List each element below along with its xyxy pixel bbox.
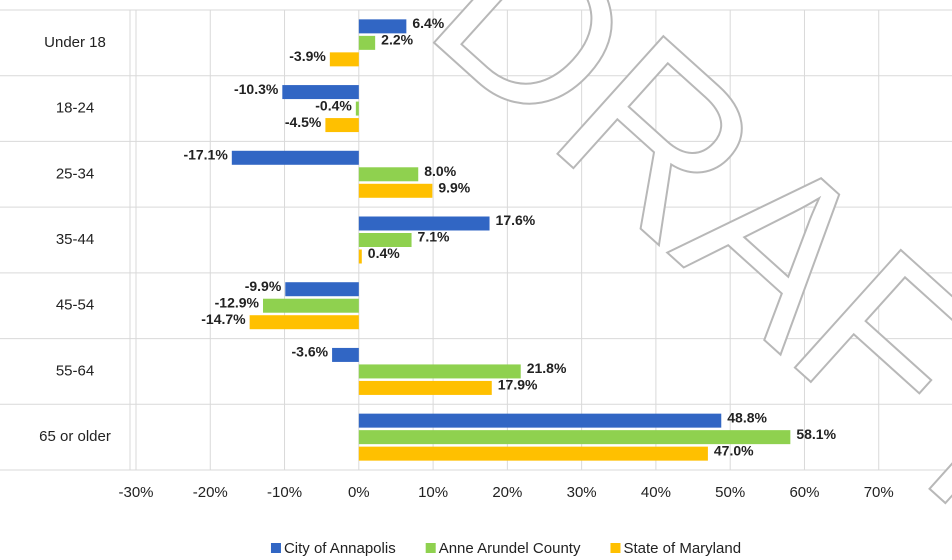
data-label: -14.7% (201, 311, 246, 327)
data-label: -3.9% (289, 48, 326, 64)
bar (358, 364, 521, 379)
bar (329, 52, 359, 67)
y-tick-label: 45-54 (56, 297, 94, 314)
data-label: 21.8% (527, 360, 567, 376)
bar (358, 233, 412, 247)
bar (263, 298, 359, 313)
data-label: -0.4% (315, 97, 352, 113)
x-tick-label: -20% (193, 484, 228, 501)
bar (358, 183, 433, 198)
data-label: -10.3% (234, 81, 279, 97)
data-label: 2.2% (381, 32, 413, 48)
data-label: 47.0% (714, 442, 754, 458)
bar (358, 413, 722, 428)
bar (358, 249, 362, 264)
x-tick-label: 20% (492, 484, 522, 501)
x-tick-label: 0% (348, 484, 370, 501)
legend-label: Anne Arundel County (439, 540, 581, 557)
data-label: 17.9% (498, 377, 538, 393)
watermark: DRAFT (387, 0, 952, 560)
data-label: 48.8% (727, 409, 767, 425)
legend-item: City of Annapolis (270, 540, 396, 557)
data-label: 17.6% (496, 212, 536, 228)
legend-item: Anne Arundel County (425, 540, 581, 557)
x-tick-label: -30% (118, 484, 153, 501)
x-tick-label: 60% (789, 484, 819, 501)
y-tick-label: 25-34 (56, 165, 94, 182)
bar (358, 446, 708, 461)
x-tick-label: 50% (715, 484, 745, 501)
x-tick-label: 70% (864, 484, 894, 501)
x-tick-label: 30% (567, 484, 597, 501)
legend-item: State of Maryland (610, 540, 741, 557)
data-label: -3.6% (292, 344, 329, 360)
data-label: -9.9% (245, 278, 282, 294)
data-label: -12.9% (215, 294, 260, 310)
bar (358, 430, 791, 445)
data-label: -17.1% (183, 146, 228, 162)
legend-swatch (610, 543, 621, 553)
bar (358, 380, 492, 395)
legend: City of Annapolis Anne Arundel County Stat… (270, 540, 741, 557)
legend-label: City of Annapolis (284, 540, 396, 557)
bar (358, 167, 419, 182)
x-tick-label: -10% (267, 484, 302, 501)
y-tick-label: Under 18 (44, 34, 106, 51)
data-label: 8.0% (424, 163, 456, 179)
x-tick-label: 40% (641, 484, 671, 501)
bar (358, 19, 407, 34)
legend-label: State of Maryland (623, 540, 741, 557)
data-label: 58.1% (796, 426, 836, 442)
data-label: 6.4% (412, 15, 444, 31)
data-label: 7.1% (418, 229, 450, 245)
bar (358, 216, 490, 231)
data-label: -4.5% (285, 114, 322, 130)
bar (249, 315, 359, 330)
x-tick-label: 10% (418, 484, 448, 501)
legend-swatch (425, 543, 436, 553)
bar (231, 150, 359, 165)
y-tick-label: 65 or older (39, 428, 111, 445)
y-tick-label: 35-44 (56, 231, 94, 248)
legend-swatch (270, 543, 281, 553)
bar (355, 101, 359, 116)
y-tick-label: 55-64 (56, 362, 94, 379)
bar (325, 118, 359, 133)
data-label: 9.9% (438, 179, 470, 195)
data-label: 0.4% (368, 245, 400, 261)
bar (282, 85, 359, 100)
bar (358, 35, 376, 50)
bar (332, 347, 359, 362)
bar (285, 282, 359, 297)
y-tick-label: 18-24 (56, 100, 94, 117)
